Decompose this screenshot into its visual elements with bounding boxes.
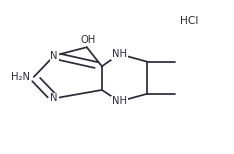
Text: NH: NH bbox=[112, 49, 127, 59]
Text: N: N bbox=[51, 51, 58, 61]
Text: H₂N: H₂N bbox=[11, 72, 30, 82]
Text: HCl: HCl bbox=[180, 16, 198, 26]
Text: OH: OH bbox=[80, 35, 95, 45]
Text: NH: NH bbox=[112, 96, 127, 106]
Text: N: N bbox=[51, 93, 58, 103]
